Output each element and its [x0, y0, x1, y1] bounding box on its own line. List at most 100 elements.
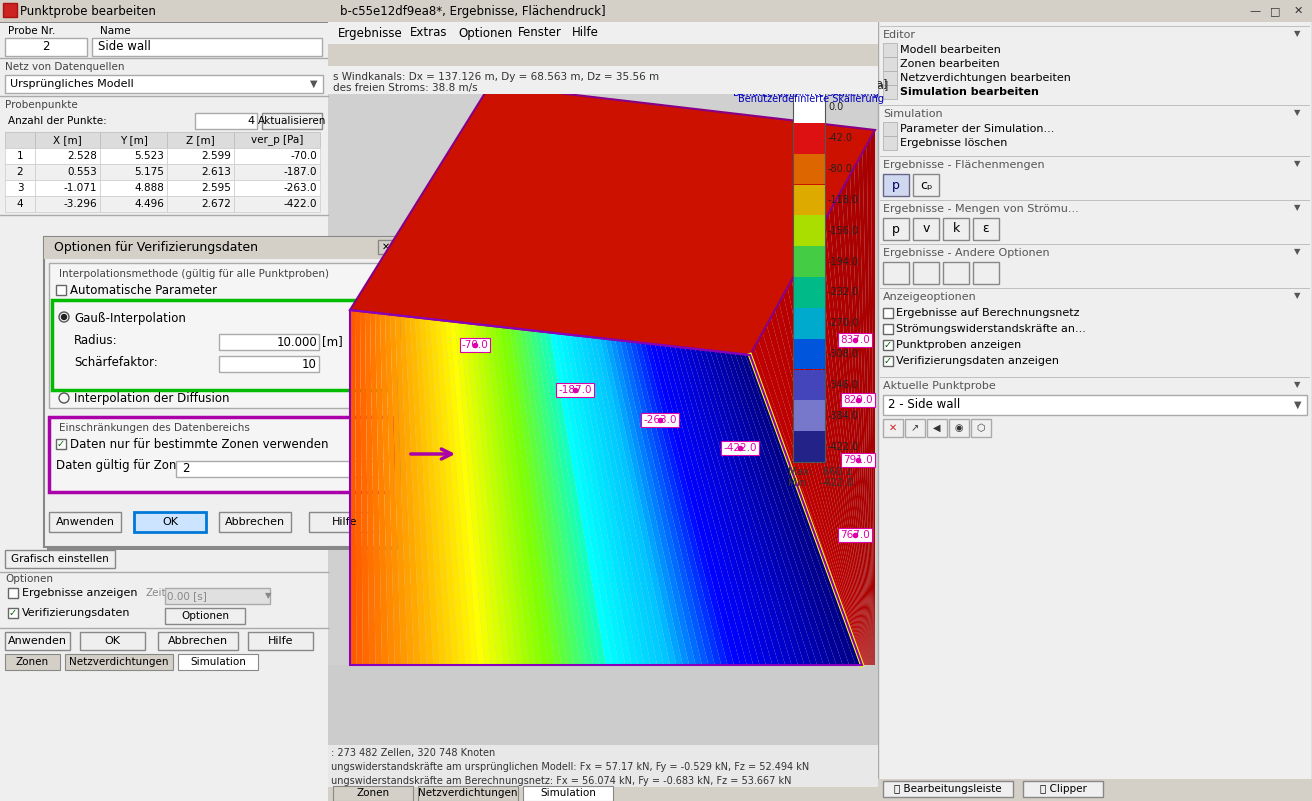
Text: Min:   -422.0: Min: -422.0 — [789, 478, 853, 488]
Text: Interpolationsmethode (gültig für alle Punktproben): Interpolationsmethode (gültig für alle P… — [59, 269, 329, 279]
Text: : 273 482 Zellen, 320 748 Knoten: : 273 482 Zellen, 320 748 Knoten — [331, 748, 495, 758]
Text: 3: 3 — [17, 183, 24, 193]
Polygon shape — [420, 318, 446, 665]
Text: 4: 4 — [248, 116, 255, 126]
Bar — [328, 66, 878, 94]
Text: Druck [Pa]: Druck [Pa] — [829, 78, 887, 88]
Text: 4.496: 4.496 — [134, 199, 164, 209]
Polygon shape — [850, 167, 872, 665]
Polygon shape — [425, 319, 453, 665]
Polygon shape — [858, 152, 874, 665]
Text: ▼: ▼ — [1294, 203, 1300, 212]
Text: -3.296: -3.296 — [63, 199, 97, 209]
Bar — [100, 196, 167, 212]
Text: Verifizierungsdaten anzeigen: Verifizierungsdaten anzeigen — [896, 356, 1059, 366]
Polygon shape — [365, 312, 375, 665]
Bar — [883, 136, 897, 150]
Text: 🔧 Bearbeitungsleiste: 🔧 Bearbeitungsleiste — [895, 784, 1002, 794]
Bar — [165, 608, 245, 624]
Text: 1: 1 — [17, 151, 24, 161]
Bar — [167, 132, 234, 148]
Text: Zonen bearbeiten: Zonen bearbeiten — [900, 59, 1000, 69]
Bar — [328, 22, 878, 44]
Text: Simulation: Simulation — [190, 657, 245, 667]
Polygon shape — [729, 352, 842, 665]
Text: ✕: ✕ — [1294, 6, 1303, 16]
Bar — [178, 654, 258, 670]
Polygon shape — [485, 325, 529, 665]
Bar — [248, 632, 314, 650]
Polygon shape — [516, 328, 568, 665]
Text: Ergebnisse löschen: Ergebnisse löschen — [900, 138, 1008, 148]
Text: 2.599: 2.599 — [201, 151, 231, 161]
Text: Benutzerdefinierte Skalierung: Benutzerdefinierte Skalierung — [737, 94, 884, 104]
Text: ▼: ▼ — [1294, 292, 1300, 300]
Bar — [100, 132, 167, 148]
Text: ✕: ✕ — [1300, 6, 1308, 16]
Text: Y [m]: Y [m] — [119, 135, 147, 145]
Polygon shape — [356, 311, 363, 665]
Text: Hilfe: Hilfe — [572, 26, 598, 39]
Bar — [378, 240, 394, 254]
Bar — [5, 654, 60, 670]
Text: 5.175: 5.175 — [134, 167, 164, 177]
Text: OK: OK — [105, 636, 121, 646]
Polygon shape — [565, 334, 631, 665]
Bar — [878, 0, 1312, 22]
Text: 4: 4 — [1287, 6, 1294, 16]
Polygon shape — [649, 344, 740, 665]
Polygon shape — [436, 320, 466, 665]
Text: Netzverdichtungen: Netzverdichtungen — [419, 788, 518, 798]
Text: Hilfe: Hilfe — [268, 636, 294, 646]
Bar — [35, 180, 100, 196]
Text: Ergebnisse - Flächenmengen: Ergebnisse - Flächenmengen — [883, 160, 1044, 170]
Text: -42.0: -42.0 — [828, 133, 853, 143]
Text: Probenpunkte: Probenpunkte — [5, 100, 77, 110]
Bar — [92, 38, 321, 56]
Text: ▼: ▼ — [1294, 380, 1300, 389]
Polygon shape — [615, 340, 695, 665]
Bar — [56, 285, 66, 295]
Text: Aktualisieren: Aktualisieren — [258, 116, 327, 126]
Text: ▼: ▼ — [1294, 159, 1300, 168]
Polygon shape — [846, 175, 872, 665]
Text: Strömungswiderstandskräfte an...: Strömungswiderstandskräfte an... — [896, 324, 1086, 334]
Polygon shape — [480, 324, 522, 665]
Bar — [219, 334, 319, 350]
Text: des freien Stroms: 38.8 m/s: des freien Stroms: 38.8 m/s — [333, 83, 478, 93]
Polygon shape — [665, 345, 760, 665]
Bar — [880, 244, 1309, 245]
Bar — [883, 781, 1013, 797]
Bar — [883, 57, 897, 71]
Text: ungswiderstandskräfte am Berechnungsnetz: Fx = 56.074 kN, Fy = -0.683 kN, Fz = 5: ungswiderstandskräfte am Berechnungsnetz… — [331, 776, 791, 786]
Text: [m]: [m] — [321, 336, 342, 348]
Text: 0.553: 0.553 — [67, 167, 97, 177]
Bar — [328, 759, 878, 773]
Polygon shape — [359, 311, 369, 665]
Text: Name: Name — [100, 26, 131, 36]
Polygon shape — [646, 343, 733, 665]
Text: Netzverdichtungen: Netzverdichtungen — [70, 657, 169, 667]
Text: Probe Nr.: Probe Nr. — [8, 26, 55, 36]
Bar — [943, 262, 970, 284]
Text: Simulation bearbeiten: Simulation bearbeiten — [900, 87, 1039, 97]
Bar — [167, 148, 234, 164]
Polygon shape — [758, 332, 863, 665]
Text: ✓: ✓ — [9, 608, 17, 618]
Polygon shape — [405, 316, 426, 665]
Polygon shape — [701, 349, 804, 665]
Polygon shape — [610, 340, 689, 665]
Bar — [49, 417, 394, 492]
Polygon shape — [555, 333, 619, 665]
Bar — [5, 148, 35, 164]
Text: 2: 2 — [182, 462, 189, 476]
Text: 2 - Side wall: 2 - Side wall — [888, 399, 960, 412]
Text: 820.0: 820.0 — [844, 395, 872, 405]
Bar — [792, 339, 825, 369]
Text: Hilfe: Hilfe — [332, 517, 358, 527]
Text: -80.0: -80.0 — [828, 164, 853, 174]
Text: Punktproben anzeigen: Punktproben anzeigen — [896, 340, 1021, 350]
Bar — [974, 262, 998, 284]
Polygon shape — [750, 348, 862, 665]
Bar — [35, 148, 100, 164]
